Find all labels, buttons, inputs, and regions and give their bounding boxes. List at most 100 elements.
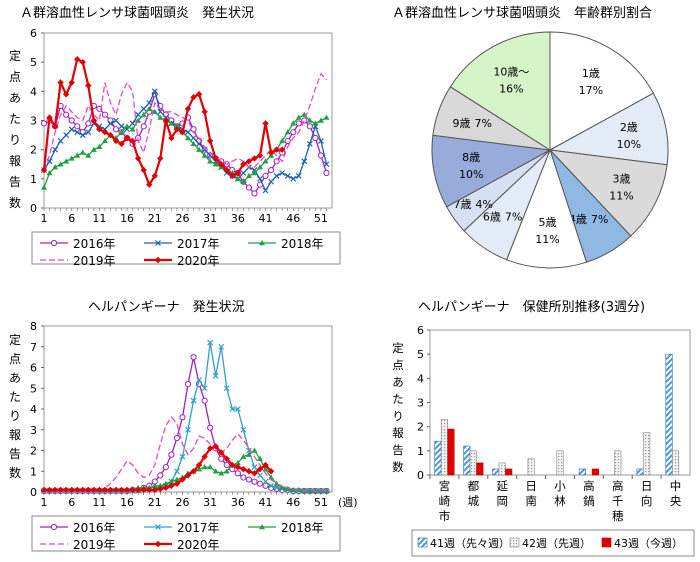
y-tick-label: 1 [30,465,37,478]
pie-percent: 7% [475,117,492,130]
category-label-char: 市 [439,509,451,523]
data-point [323,169,330,177]
data-point [273,158,280,165]
data-point [245,447,252,454]
category-label-char: 都 [468,479,480,493]
plot-area [43,325,333,493]
y-tick-label: 4 [30,85,37,98]
y-tick-label: 7 [30,341,37,354]
legend-marker [259,240,265,246]
data-point [262,158,269,164]
data-point [290,129,297,136]
data-point [185,426,191,433]
data-point [151,88,158,95]
data-point [118,123,125,130]
data-point [201,453,208,460]
legend-marker [155,240,161,246]
data-point [234,463,242,471]
data-point [179,128,186,136]
data-point [251,447,258,453]
data-point [229,172,236,180]
x-tick-label: 26 [175,212,189,225]
data-point [68,117,75,124]
data-point [257,455,263,461]
data-point [256,480,264,487]
x-tick-label: 46 [286,212,300,225]
legend-box [411,529,695,557]
data-point [190,135,197,141]
data-point [140,105,147,112]
category-label-char: 林 [554,494,566,508]
data-point [317,152,325,159]
category-label-char: 岡 [496,494,508,508]
pie-percent: 4% [476,198,493,211]
y-tick-label: 4 [417,372,424,385]
y-axis-title-char: 点 [9,70,21,84]
data-point [301,117,308,124]
data-point [262,120,269,127]
data-point [257,472,263,479]
data-point [278,146,286,153]
data-point [162,464,169,471]
data-point [240,474,247,481]
y-axis-title-char: た [392,392,404,406]
pie-slice-10歳～ [449,31,551,151]
y-tick-label: 3 [30,115,37,128]
legend-marker [155,524,161,530]
category-label-char: 日 [641,479,653,493]
data-point [157,155,164,162]
legend-label: 2019年 [73,538,116,552]
legend-label: 41週（先々週） [430,537,510,550]
data-point [240,453,247,459]
y-tick-label: 2 [417,421,424,434]
x-tick-label: 1 [41,496,48,509]
data-point [57,137,64,144]
data-point [223,461,230,469]
data-point [262,466,269,472]
data-point [113,117,119,124]
data-point [140,166,147,174]
data-point [206,137,214,145]
data-point [129,137,136,145]
data-point [317,137,324,144]
series-line-2018年 [43,107,327,188]
data-point [146,105,153,112]
category-label-char: 宮 [439,479,451,493]
legend-label: 2020年 [177,254,220,268]
data-point [168,120,175,126]
strep-weekly-title: Ａ群溶血性レンサ球菌咽頭炎 発生状況 [20,6,254,21]
data-point [62,486,70,494]
category-label-char: 延 [496,479,508,493]
data-point [184,105,192,113]
data-point [295,114,302,120]
bar-42週（先週） [556,450,564,476]
data-point [262,187,269,194]
data-point [184,472,192,479]
data-point [262,482,269,489]
data-point [79,58,86,66]
data-point [196,140,203,147]
bar-43週（今週） [591,468,599,476]
data-point [284,172,291,179]
data-point [168,451,175,458]
pie-percent: 11% [535,233,559,246]
data-point [212,161,219,167]
category-label-char: 小 [554,479,566,493]
data-point [284,137,291,145]
data-point [85,486,92,494]
data-point [306,140,313,147]
data-point [173,476,180,482]
data-point [173,126,181,133]
legend-swatch [417,537,428,548]
data-point [257,175,263,182]
data-point [212,468,219,474]
data-point [146,181,153,188]
data-point [218,449,225,456]
bar-42週（先週） [614,450,622,476]
y-tick-label: 5 [30,56,37,69]
data-point [101,111,109,118]
legend-label: 2016年 [73,237,116,251]
category-label-char: 高 [612,479,624,493]
